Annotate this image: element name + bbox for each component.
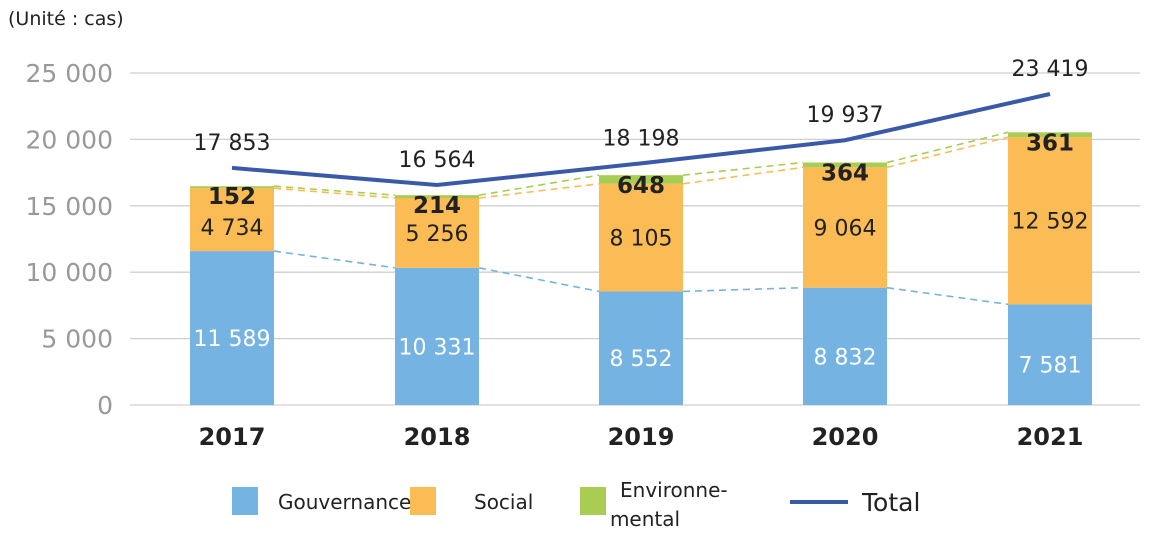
bar-environne-2019 [599, 175, 683, 184]
bar-gouvernance-2020 [803, 287, 887, 405]
y-tick-label: 25 000 [26, 59, 113, 88]
bar-gouvernance-2019 [599, 291, 683, 405]
legend-swatch [410, 487, 436, 515]
bar-gouvernance-2017 [190, 251, 274, 405]
connector-line [273, 185, 396, 196]
legend-label: mental [610, 507, 680, 531]
unit-label: (Unité : cas) [8, 8, 124, 30]
total-label: 18 198 [603, 126, 680, 151]
y-tick-label: 0 [97, 391, 113, 420]
bar-environne-2021 [1008, 132, 1092, 138]
total-label: 19 937 [807, 103, 884, 128]
bar-gouvernance-2018 [395, 267, 479, 405]
total-label: 23 419 [1012, 57, 1089, 82]
data-label: 364 [821, 161, 869, 187]
total-label: 17 853 [194, 131, 271, 156]
data-label: 5 256 [406, 222, 469, 247]
bar-environne-2020 [803, 162, 887, 168]
data-label: 12 592 [1012, 210, 1089, 235]
total-line [231, 92, 1051, 188]
connector-line [478, 174, 600, 196]
data-label: 9 064 [814, 217, 877, 242]
data-label: 8 552 [610, 347, 673, 372]
y-tick-label: 20 000 [26, 125, 113, 154]
data-label: 8 832 [814, 345, 877, 370]
data-label: 10 331 [399, 335, 476, 360]
x-tick-label: 2019 [608, 423, 675, 451]
x-tick-label: 2018 [404, 423, 471, 451]
bar-social-2018 [395, 198, 479, 268]
legend-label: Total [861, 488, 920, 517]
connector-line [682, 166, 804, 185]
bar-social-2021 [1008, 137, 1092, 305]
legend-label: Environne- [620, 478, 728, 502]
data-label: 214 [413, 193, 461, 219]
total-label: 16 564 [399, 148, 476, 173]
data-label: 8 105 [610, 227, 673, 252]
connector-line [886, 136, 1009, 169]
connector-line [886, 131, 1009, 164]
y-tick-label: 10 000 [26, 258, 113, 287]
x-tick-label: 2021 [1017, 423, 1084, 451]
bar-social-2017 [190, 188, 274, 252]
connector-line [273, 250, 396, 269]
data-label: 152 [208, 184, 256, 210]
connector-line [682, 286, 804, 293]
connector-line [273, 187, 396, 199]
legend-swatch [232, 487, 258, 515]
data-label: 648 [617, 173, 665, 199]
connector-line [682, 161, 804, 176]
bar-social-2020 [803, 167, 887, 288]
legend-swatch [580, 487, 606, 515]
connector-line [478, 267, 600, 293]
legend-label: Social [474, 490, 533, 514]
y-tick-label: 15 000 [26, 192, 113, 221]
legend-label: Gouvernance [278, 490, 411, 514]
x-tick-label: 2017 [199, 423, 266, 451]
x-tick-label: 2020 [812, 423, 879, 451]
data-label: 11 589 [194, 327, 271, 352]
bar-environne-2018 [395, 195, 479, 199]
bar-environne-2017 [190, 186, 274, 189]
y-tick-label: 5 000 [41, 325, 113, 354]
bar-gouvernance-2021 [1008, 304, 1092, 405]
data-label: 361 [1026, 130, 1074, 156]
data-label: 7 581 [1019, 354, 1082, 379]
connector-line [886, 286, 1009, 306]
connector-line [478, 183, 600, 199]
data-label: 4 734 [201, 216, 264, 241]
bar-social-2019 [599, 183, 683, 292]
